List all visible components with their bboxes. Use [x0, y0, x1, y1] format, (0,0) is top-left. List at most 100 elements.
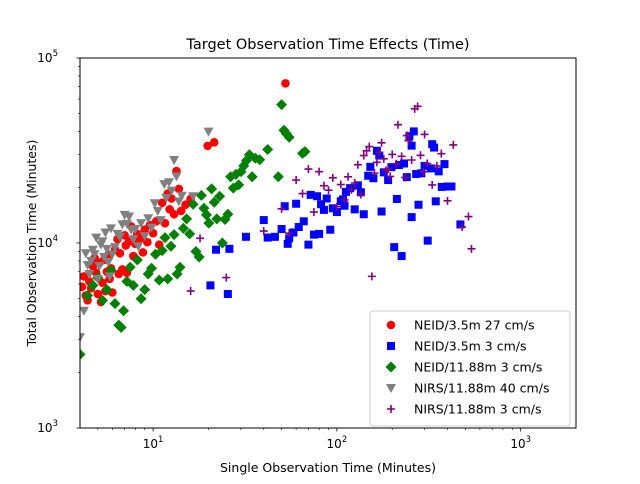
data-point: [304, 165, 313, 174]
data-point: [372, 146, 381, 155]
data-point: [89, 250, 100, 260]
x-tick-exponent: 1: [158, 435, 163, 445]
x-axis-label: Single Observation Time (Minutes): [220, 460, 436, 475]
data-marks: [80, 78, 476, 360]
data-point: [319, 205, 328, 214]
data-point: [80, 282, 87, 292]
y-tick-exponent: 5: [53, 49, 58, 59]
data-point: [328, 204, 337, 213]
data-point: [370, 168, 379, 177]
data-point: [384, 176, 393, 185]
data-point: [328, 173, 337, 182]
data-point: [127, 279, 139, 291]
data-point: [283, 239, 292, 248]
data-point: [225, 244, 234, 253]
data-point: [80, 306, 89, 316]
data-point: [148, 228, 158, 238]
data-point: [281, 78, 290, 88]
data-point: [420, 130, 429, 139]
data-point: [456, 220, 465, 229]
chart-title: Target Observation Time Effects (Time): [185, 37, 469, 53]
data-point: [353, 160, 362, 169]
data-point: [139, 232, 150, 242]
x-tick-exponent: 2: [342, 435, 347, 445]
data-point: [317, 200, 326, 209]
data-point: [326, 225, 335, 234]
data-point: [195, 189, 207, 201]
data-point: [298, 189, 307, 198]
data-point: [369, 174, 378, 183]
data-point: [222, 208, 234, 220]
data-point: [372, 158, 381, 167]
data-point: [340, 195, 349, 204]
data-point: [413, 102, 422, 111]
data-point: [86, 256, 97, 266]
data-point: [161, 194, 172, 204]
data-point: [187, 198, 199, 210]
data-point: [434, 167, 443, 176]
data-point: [80, 348, 86, 360]
data-point: [428, 180, 437, 189]
data-point: [121, 219, 132, 229]
y-tick-exponent: 3: [53, 419, 58, 429]
data-point: [124, 261, 136, 273]
data-point: [294, 223, 303, 232]
data-point: [82, 290, 94, 302]
data-point: [359, 210, 368, 219]
legend-label: NEID/11.88m 3 cm/s: [414, 360, 542, 375]
data-point: [209, 138, 219, 147]
legend-marker: [386, 320, 396, 330]
data-point: [130, 225, 141, 235]
data-point: [409, 127, 418, 136]
data-point: [196, 234, 205, 243]
data-point: [181, 213, 193, 225]
data-point: [332, 208, 341, 217]
data-point: [176, 191, 187, 201]
data-point: [362, 146, 371, 155]
data-point: [118, 305, 130, 317]
legend-marker: [387, 342, 395, 350]
data-point: [157, 198, 167, 208]
data-point: [359, 151, 368, 160]
data-point: [162, 273, 174, 285]
data-point: [417, 169, 426, 178]
data-point: [133, 242, 144, 252]
data-point: [367, 272, 376, 281]
data-point: [171, 172, 182, 182]
data-point: [386, 172, 395, 181]
data-point: [419, 167, 428, 176]
data-point: [379, 168, 388, 177]
data-point: [152, 206, 163, 216]
data-point: [181, 200, 190, 210]
data-point: [458, 223, 467, 232]
data-point: [346, 184, 355, 193]
data-point: [94, 262, 105, 272]
data-point: [128, 235, 139, 245]
data-point: [188, 192, 199, 202]
data-point: [299, 217, 308, 226]
data-point: [407, 155, 416, 164]
data-point: [353, 181, 362, 190]
data-point: [292, 199, 301, 208]
data-point: [364, 171, 373, 180]
data-point: [324, 186, 333, 195]
data-point: [169, 155, 180, 165]
data-point: [135, 293, 147, 305]
data-point: [165, 240, 177, 252]
data-point: [80, 333, 85, 343]
series-4: [80, 127, 214, 343]
data-point: [174, 184, 184, 194]
data-point: [208, 196, 220, 208]
y-axis-label: Total Observation Time (Minutes): [24, 140, 39, 348]
data-point: [375, 148, 384, 157]
data-point: [423, 159, 432, 168]
data-point: [214, 190, 226, 202]
data-point: [98, 253, 109, 263]
legend: NEID/3.5m 27 cm/s NEID/3.5m 3 cm/s NEID/11…: [369, 310, 571, 427]
data-point: [390, 243, 399, 252]
data-point: [109, 298, 121, 310]
data-point: [347, 185, 356, 194]
y-tick-exponent: 4: [53, 234, 58, 244]
data-point: [280, 202, 289, 211]
